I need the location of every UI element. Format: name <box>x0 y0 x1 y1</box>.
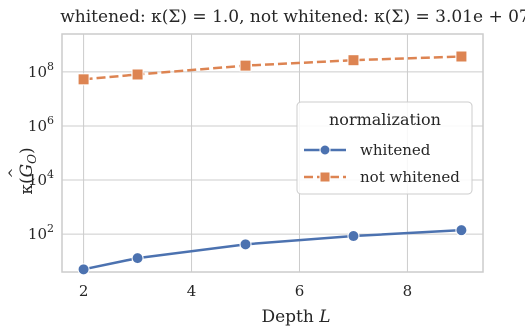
x-tick-label: 6 <box>295 282 305 300</box>
legend-title: normalization <box>329 110 441 129</box>
y-tick-label: 102 <box>28 222 54 243</box>
y-tick-label: 104 <box>28 168 54 189</box>
data-point <box>455 50 468 63</box>
series-layer <box>77 50 468 276</box>
legend-whitened-marker <box>319 144 331 156</box>
data-point <box>131 252 144 265</box>
legend-box <box>296 101 473 195</box>
data-point <box>239 59 252 72</box>
y-axis-label: κ(GO) ^ <box>7 147 39 194</box>
x-tick-label: 4 <box>187 282 197 300</box>
data-point <box>131 68 144 81</box>
legend-not-whitened-marker <box>319 171 331 183</box>
x-axis-label: Depth L <box>261 307 330 327</box>
svg-text:κ(GO): κ(GO) <box>17 147 39 194</box>
tick-labels: 2 4 6 8 102 104 106 108 <box>28 60 412 300</box>
data-point <box>77 73 90 86</box>
grid-layer <box>62 34 483 272</box>
data-point <box>347 230 360 243</box>
data-point <box>347 54 360 67</box>
y-tick-label: 106 <box>28 114 54 135</box>
data-point <box>455 224 468 237</box>
data-point <box>77 263 90 276</box>
x-tick-label: 8 <box>403 282 413 300</box>
legend-not-whitened-label: not whitened <box>360 168 460 186</box>
x-tick-label: 2 <box>79 282 89 300</box>
svg-text:^: ^ <box>7 168 22 179</box>
chart-title: whitened: κ(Σ) = 1.0, not whitened: κ(Σ)… <box>60 7 525 27</box>
plot-frame <box>61 33 484 273</box>
y-tick-label: 108 <box>28 60 54 81</box>
legend-whitened-label: whitened <box>360 141 431 159</box>
legend: normalization whitened not whitened <box>296 101 473 195</box>
data-point <box>239 238 252 251</box>
